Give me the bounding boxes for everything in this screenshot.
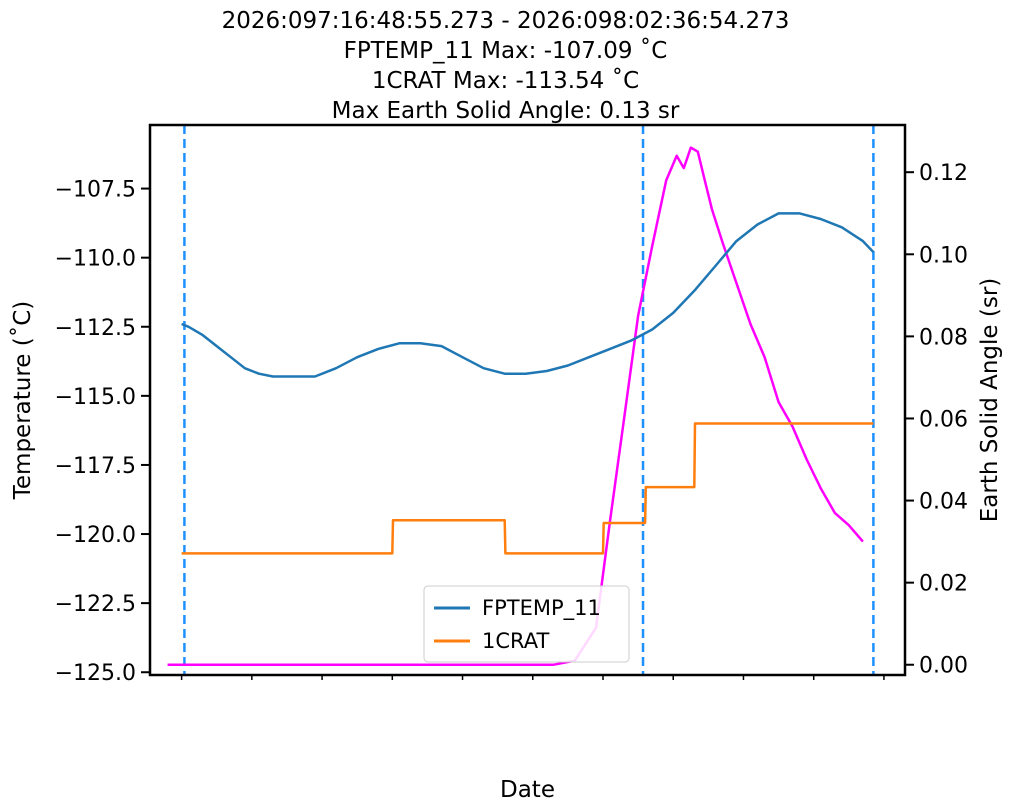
left-axis-ticks: −107.5 −110.0 −112.5 −115.0 −117.5 −120.0 −122… xyxy=(55,178,150,686)
y-tick-label-4: −117.5 xyxy=(55,454,136,479)
y-tick-label-5: −120.0 xyxy=(55,523,136,548)
vertical-markers xyxy=(183,125,875,675)
y-tick-label-6: −122.5 xyxy=(55,592,136,617)
y-right-tick-label-0: 0.12 xyxy=(919,161,968,186)
y-tick-label-2: −112.5 xyxy=(55,316,136,341)
plot-frame xyxy=(148,123,907,677)
series-line-1crat xyxy=(181,422,874,555)
y-right-tick-label-5: 0.02 xyxy=(919,572,968,597)
series-lines xyxy=(167,146,875,666)
y-right-tick-label-1: 0.10 xyxy=(919,243,968,268)
y-right-tick-label-6: 0.00 xyxy=(919,654,968,679)
y-tick-label-7: −125.0 xyxy=(55,661,136,686)
y-right-tick-label-2: 0.08 xyxy=(919,325,968,350)
legend-label-1crat: 1CRAT xyxy=(482,629,549,653)
title-line-3: 1CRAT Max: -113.54 ˚C xyxy=(371,68,640,94)
right-y-axis-label: Earth Solid Angle (sr) xyxy=(977,278,1003,523)
x-axis-ticks: 097:18:00097:20:00097:22:00098:00:00098:… xyxy=(180,675,885,680)
legend: FPTEMP_11 1CRAT xyxy=(423,585,630,663)
title-line-4: Max Earth Solid Angle: 0.13 sr xyxy=(331,98,680,124)
y-axis-label: Temperature (˚C) xyxy=(9,301,36,501)
x-axis-label: Date xyxy=(500,777,555,803)
legend-label-fptemp: FPTEMP_11 xyxy=(482,596,601,621)
series-line-fptemp_11 xyxy=(181,212,875,378)
chart-title: 2026:097:16:48:55.273 - 2026:098:02:36:5… xyxy=(0,6,1011,126)
y-right-tick-label-4: 0.04 xyxy=(919,490,968,515)
right-axis-ticks: 0.12 0.10 0.08 0.06 0.04 0.02 0.00 xyxy=(905,161,968,679)
y-right-tick-label-3: 0.06 xyxy=(919,407,968,432)
series-line-2 xyxy=(167,146,864,666)
title-line-1: 2026:097:16:48:55.273 - 2026:098:02:36:5… xyxy=(221,8,790,34)
y-tick-label-0: −107.5 xyxy=(55,178,136,203)
title-line-2: FPTEMP_11 Max: -107.09 ˚C xyxy=(343,38,668,64)
legend-box xyxy=(423,585,630,663)
y-tick-label-3: −115.0 xyxy=(55,385,136,410)
y-tick-label-1: −110.0 xyxy=(55,247,136,272)
